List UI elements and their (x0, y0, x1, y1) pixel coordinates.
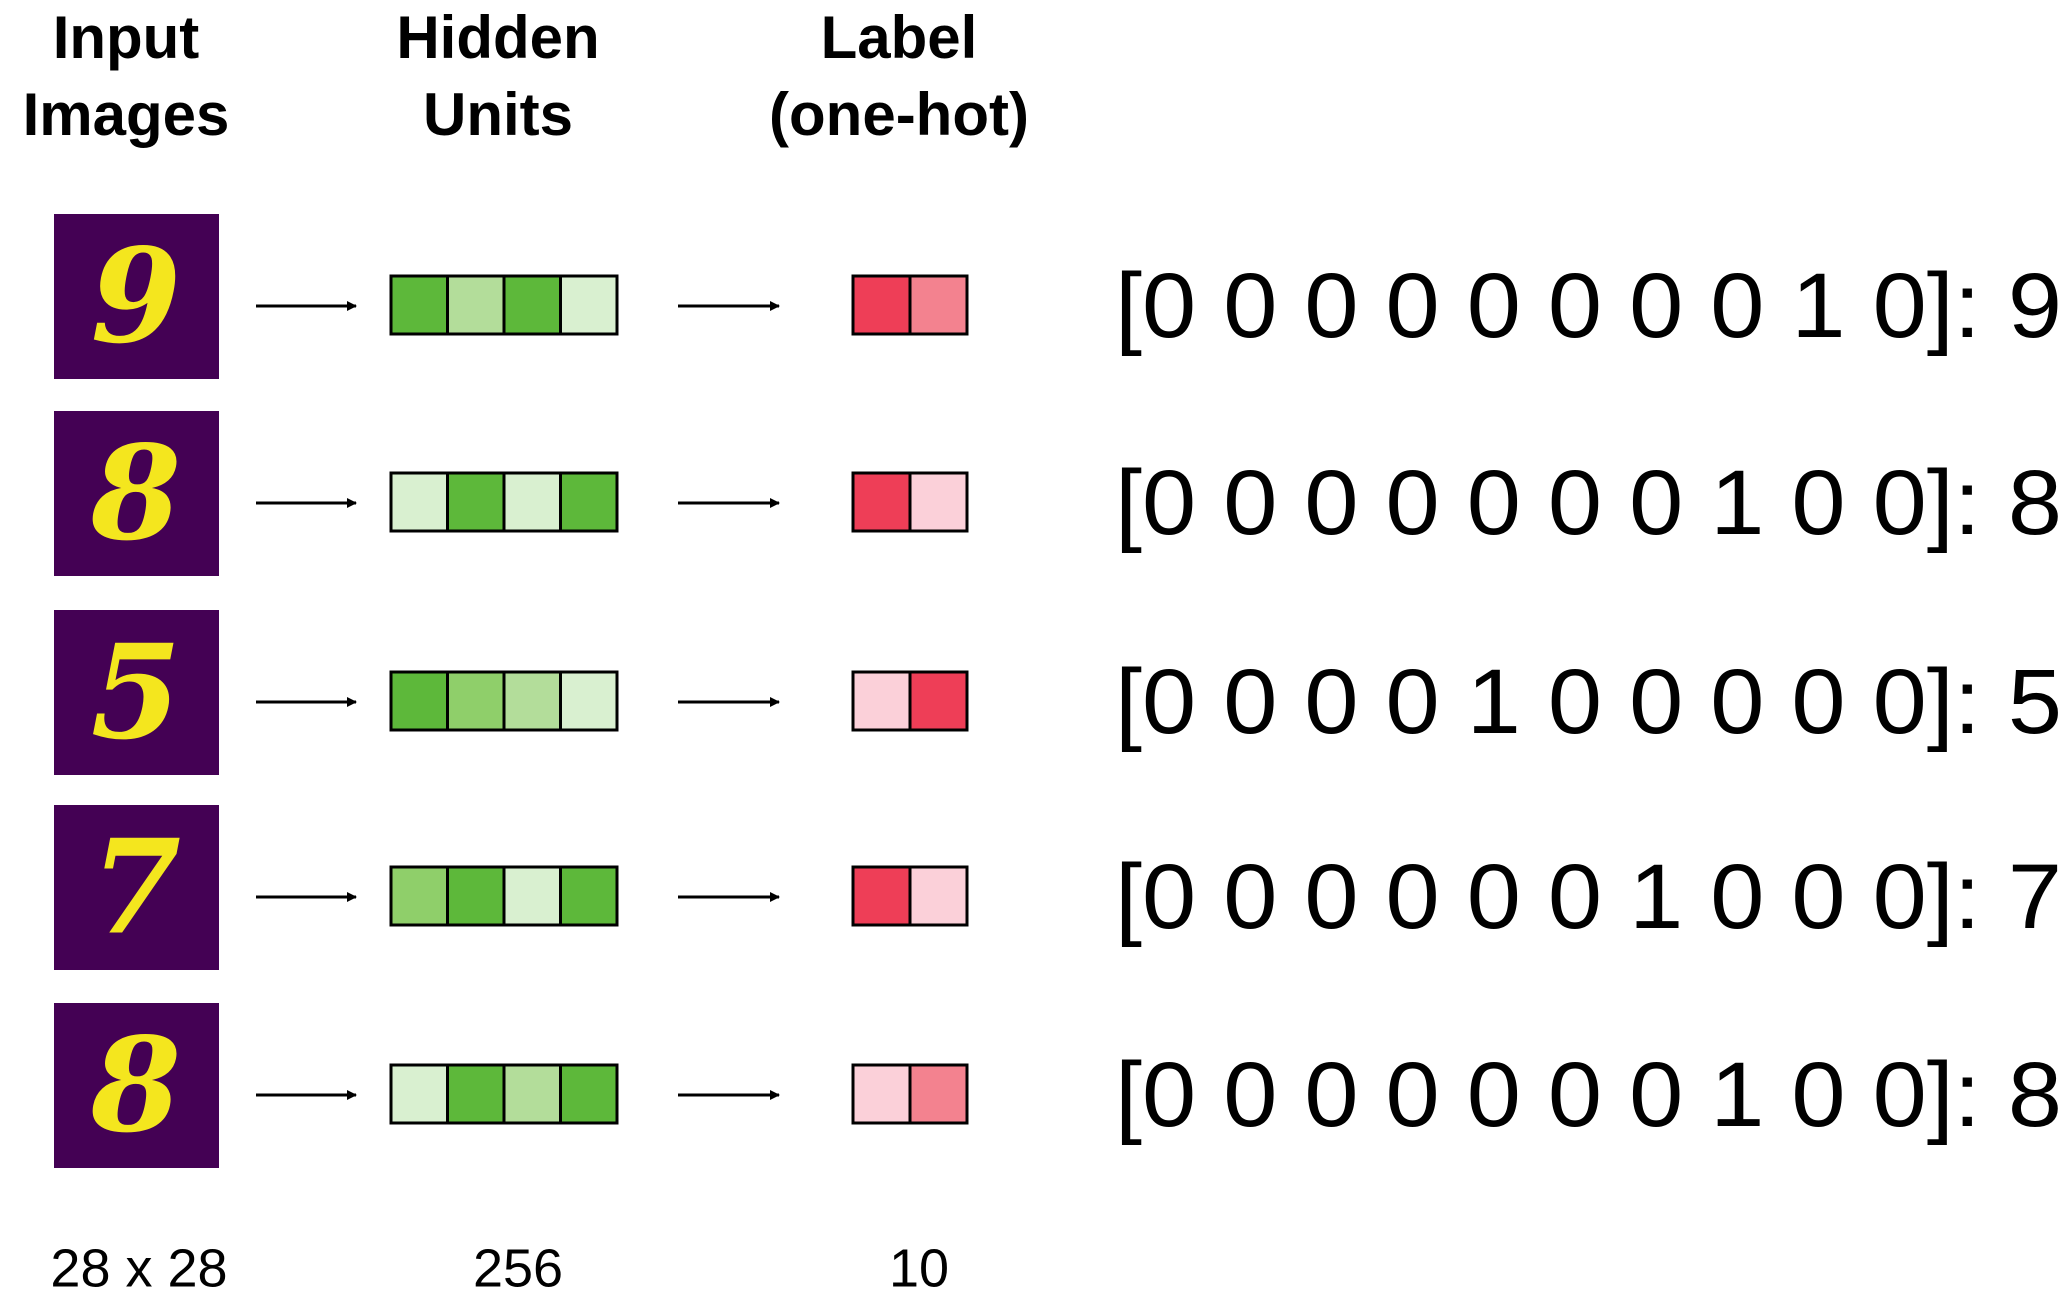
hidden-unit (391, 473, 448, 531)
hidden-unit (561, 867, 618, 925)
one-hot-label: [0 0 0 0 0 0 0 1 0 0]: 8 (1115, 452, 2062, 554)
hidden-unit (448, 672, 505, 730)
column-header: Units (423, 81, 573, 148)
diagram: Input Images Hidden Units Label (one-hot) 9 [0 … (0, 0, 2071, 1295)
digit-image: 7 (91, 811, 181, 964)
label-unit (853, 276, 910, 334)
digit-image: 5 (91, 616, 181, 769)
column-header: Input (53, 4, 200, 71)
hidden-unit (391, 1065, 448, 1123)
hidden-unit (448, 276, 505, 334)
label-unit (910, 473, 967, 531)
one-hot-label: [0 0 0 0 1 0 0 0 0 0]: 5 (1115, 651, 2062, 753)
column-header: Hidden (396, 4, 599, 71)
column-header: Label (821, 4, 978, 71)
one-hot-label: [0 0 0 0 0 0 0 0 1 0]: 9 (1115, 255, 2062, 357)
digit-image: 8 (90, 1009, 181, 1162)
hidden-unit (391, 867, 448, 925)
label-unit (853, 473, 910, 531)
hidden-unit (391, 276, 448, 334)
hidden-unit (504, 672, 561, 730)
hidden-unit (504, 867, 561, 925)
hidden-unit (391, 672, 448, 730)
label-unit (910, 672, 967, 730)
hidden-unit (561, 473, 618, 531)
one-hot-label: [0 0 0 0 0 0 0 1 0 0]: 8 (1115, 1044, 2062, 1146)
hidden-unit (561, 672, 618, 730)
label-unit (910, 276, 967, 334)
label-unit (910, 1065, 967, 1123)
hidden-unit (448, 1065, 505, 1123)
hidden-unit (561, 276, 618, 334)
hidden-unit (504, 473, 561, 531)
column-header: Images (23, 81, 230, 148)
dimension: 256 (473, 1238, 563, 1295)
hidden-unit (504, 1065, 561, 1123)
dimension: 28 x 28 (50, 1238, 227, 1295)
one-hot-label: [0 0 0 0 0 0 1 0 0 0]: 7 (1115, 846, 2062, 948)
column-header: (one-hot) (769, 81, 1029, 148)
label-unit (853, 1065, 910, 1123)
dimension: 10 (889, 1238, 949, 1295)
hidden-unit (561, 1065, 618, 1123)
hidden-unit (504, 276, 561, 334)
label-unit (910, 867, 967, 925)
hidden-unit (448, 473, 505, 531)
digit-image: 8 (90, 417, 181, 570)
label-unit (853, 672, 910, 730)
digit-image: 9 (91, 220, 181, 373)
label-unit (853, 867, 910, 925)
hidden-unit (448, 867, 505, 925)
